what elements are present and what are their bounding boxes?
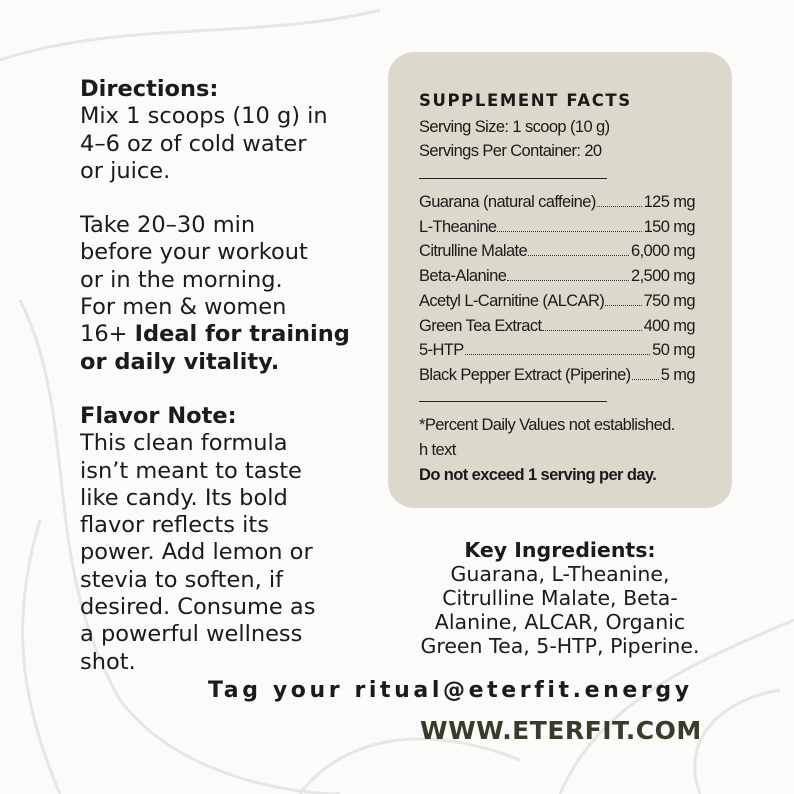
ingredient-name: 5-HTP: [419, 341, 464, 360]
ingredient-amount: 400 mg: [643, 316, 696, 335]
audience-prefix: 16+: [80, 321, 135, 348]
directions-line: 4–6 oz of cold water: [80, 130, 307, 157]
left-column: Directions: Mix 1 scoops (10 g) in 4–6 o…: [80, 76, 380, 676]
ingredient-amount: 5 mg: [660, 365, 696, 384]
timing-line: Take 20–30 min: [80, 212, 256, 239]
ingredient-amount: 2,500 mg: [631, 267, 696, 286]
ingredient-name: Beta-Alanine: [419, 267, 507, 286]
timing-line: before your workout: [80, 239, 308, 266]
serving-size: Serving Size: 1 scoop (10 g): [419, 118, 610, 136]
ingredient-name: L-Theanine: [419, 217, 497, 236]
directions-heading: Directions:: [80, 76, 219, 102]
ingredient-row: Black Pepper Extract (Piperine) 5 mg: [419, 365, 696, 385]
servings-per-container: Servings Per Container: 20: [419, 142, 602, 160]
flavor-line: like candy. Its bold: [80, 484, 288, 511]
key-ingredients-line: Green Tea, 5-HTP, Piperine.: [420, 634, 700, 658]
ingredient-row: Green Tea Extract 400 mg: [419, 316, 696, 336]
ingredient-name: Green Tea Extract: [419, 316, 542, 335]
directions-line: Mix 1 scoops (10 g) in: [80, 103, 328, 130]
dot-leader: [596, 206, 642, 207]
key-ingredients-line: Guarana, L-Theanine,: [450, 562, 670, 586]
ingredient-row: 5-HTP 50 mg: [419, 341, 696, 360]
supplement-facts-panel: SUPPLEMENT FACTS Serving Size: 1 scoop (…: [388, 52, 732, 508]
timing-line: or in the morning.: [80, 266, 283, 293]
ingredient-amount: 125 mg: [643, 193, 696, 211]
ingredient-name: Guarana (natural caffeine): [419, 193, 596, 211]
website-link[interactable]: WWW.ETERFIT.COM: [420, 716, 702, 745]
flavor-line: flavor reflects its: [80, 512, 269, 539]
dot-leader: [631, 378, 659, 380]
audience-line: 16+ Ideal for training: [80, 321, 380, 348]
social-tag: Tag your ritual@eterfit.energy: [208, 678, 693, 703]
key-ingredients-heading: Key Ingredients:: [464, 538, 656, 562]
dot-leader: [497, 230, 642, 232]
audience-bold: Ideal for training: [134, 321, 350, 348]
facts-title: SUPPLEMENT FACTS: [419, 91, 632, 110]
footnote: *Percent Daily Values not established.: [419, 416, 675, 434]
flavor-line: shot.: [80, 648, 136, 675]
flavor-line: stevia to soften, if: [80, 566, 284, 593]
dot-leader: [464, 354, 651, 356]
dot-leader: [542, 329, 642, 331]
dot-leader: [507, 280, 629, 282]
flavor-line: This clean formula: [80, 430, 288, 457]
dot-leader: [605, 304, 642, 306]
ingredient-row: L-Theanine 150 mg: [419, 217, 696, 237]
warning: Do not exceed 1 serving per day.: [419, 466, 657, 484]
directions-line: or juice.: [80, 157, 171, 184]
divider: [419, 401, 607, 402]
flavor-heading: Flavor Note:: [80, 402, 237, 429]
ingredient-row: Beta-Alanine 2,500 mg: [419, 267, 696, 286]
extra-text: h text: [419, 441, 456, 459]
ingredient-name: Black Pepper Extract (Piperine): [419, 365, 631, 384]
ingredient-amount: 150 mg: [643, 217, 696, 236]
ingredient-name: Acetyl L-Carnitine (ALCAR): [419, 291, 605, 310]
ingredient-row: Acetyl L-Carnitine (ALCAR) 750 mg: [419, 291, 696, 311]
dot-leader: [528, 255, 629, 257]
key-ingredients: Key Ingredients: Guarana, L-Theanine, Ci…: [385, 538, 735, 658]
timing-line: For men & women: [80, 294, 287, 321]
ingredient-name: Citrulline Malate: [419, 242, 528, 261]
key-ingredients-line: Alanine, ALCAR, Organic: [434, 610, 686, 634]
audience-bold: or daily vitality.: [80, 348, 280, 375]
key-ingredients-line: Citrulline Malate, Beta-: [442, 586, 678, 610]
divider: [419, 178, 607, 179]
flavor-line: a powerful wellness: [80, 621, 303, 648]
ingredient-amount: 750 mg: [643, 291, 696, 310]
ingredient-row: Guarana (natural caffeine) 125 mg: [419, 193, 696, 212]
ingredient-amount: 6,000 mg: [631, 242, 696, 261]
flavor-line: power. Add lemon or: [80, 539, 313, 566]
flavor-line: desired. Consume as: [80, 594, 316, 621]
ingredient-row: Citrulline Malate 6,000 mg: [419, 242, 696, 261]
flavor-line: isn’t meant to taste: [80, 457, 302, 484]
ingredient-amount: 50 mg: [652, 341, 695, 360]
